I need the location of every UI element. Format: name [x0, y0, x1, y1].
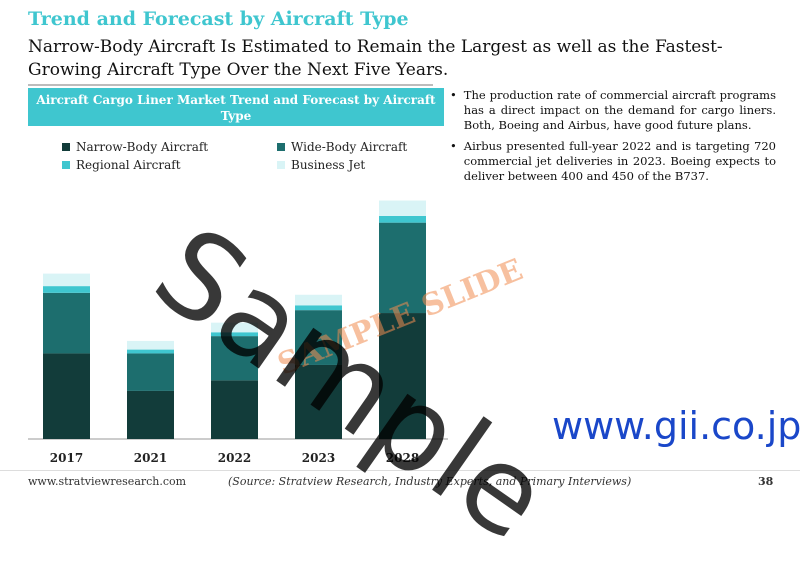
- x-tick-label-2017: 2017: [50, 451, 83, 465]
- slide-title: Trend and Forecast by Aircraft Type: [28, 8, 409, 30]
- bar-2023-wide-body-aircraft: [295, 310, 342, 365]
- insight-bullets: • The production rate of commercial airc…: [450, 88, 776, 190]
- legend-label-narrow: Narrow-Body Aircraft: [76, 140, 209, 154]
- bar-2021-regional-aircraft: [127, 349, 174, 354]
- bar-2017-regional-aircraft: [43, 286, 90, 293]
- bar-2017-narrow-body-aircraft: [43, 353, 90, 439]
- footer-source: (Source: Stratview Research, Industry Ex…: [228, 475, 632, 488]
- bar-2021-business-jet: [127, 340, 174, 350]
- chart-title-banner: Aircraft Cargo Liner Market Trend and Fo…: [28, 88, 444, 139]
- legend-label-wide: Wide-Body Aircraft: [291, 140, 408, 154]
- legend-item-narrow: Narrow-Body Aircraft: [62, 140, 208, 154]
- x-tick-label-2028: 2028: [386, 451, 419, 465]
- legend-label-business: Business Jet: [291, 158, 366, 172]
- legend-swatch-business: [277, 161, 285, 169]
- bar-2028-wide-body-aircraft: [379, 222, 426, 314]
- bar-2022-wide-body-aircraft: [211, 336, 258, 381]
- x-tick-label-2023: 2023: [302, 451, 335, 465]
- page-number: 38: [758, 475, 774, 488]
- legend-label-regional: Regional Aircraft: [76, 158, 181, 172]
- chart-unit: (US$ Million): [190, 125, 282, 139]
- chart-title: Aircraft Cargo Liner Market Trend and Fo…: [36, 93, 436, 123]
- bullet-icon: •: [450, 88, 457, 102]
- legend-swatch-wide: [277, 143, 285, 151]
- bullet-icon: •: [450, 139, 457, 153]
- x-tick-label-2022: 2022: [218, 451, 251, 465]
- bar-2028-business-jet: [379, 200, 426, 216]
- stacked-bar-chart: 2017 2021 2022 2023 2028: [28, 200, 448, 465]
- bar-2022-narrow-body-aircraft: [211, 380, 258, 439]
- footer-url[interactable]: www.stratviewresearch.com: [28, 475, 187, 488]
- gii-watermark: www.gii.co.jp: [552, 404, 800, 448]
- bar-2028-narrow-body-aircraft: [379, 313, 426, 439]
- bullet-text: Airbus presented full-year 2022 and is t…: [463, 139, 776, 183]
- legend-item-wide: Wide-Body Aircraft: [277, 140, 407, 154]
- legend-item-regional: Regional Aircraft: [62, 158, 181, 172]
- slide-subtitle: Narrow-Body Aircraft Is Estimated to Rem…: [28, 37, 723, 80]
- bar-2028-regional-aircraft: [379, 215, 426, 223]
- slide-footer: www.stratviewresearch.com (Source: Strat…: [0, 470, 800, 493]
- bar-2021-narrow-body-aircraft: [127, 390, 174, 439]
- bar-2022-regional-aircraft: [211, 332, 258, 337]
- bar-2017-business-jet: [43, 273, 90, 287]
- bullet-text: The production rate of commercial aircra…: [463, 88, 776, 132]
- legend-item-business: Business Jet: [277, 158, 365, 172]
- bar-2021-wide-body-aircraft: [127, 353, 174, 391]
- bullet-item: • The production rate of commercial airc…: [450, 88, 776, 133]
- bar-2023-business-jet: [295, 294, 342, 306]
- legend-swatch-narrow: [62, 143, 70, 151]
- bullet-item: • Airbus presented full-year 2022 and is…: [450, 139, 776, 184]
- legend-swatch-regional: [62, 161, 70, 169]
- bar-2023-narrow-body-aircraft: [295, 364, 342, 439]
- bar-2023-regional-aircraft: [295, 305, 342, 311]
- x-tick-label-2021: 2021: [134, 451, 167, 465]
- title-divider: [28, 84, 433, 86]
- bar-2017-wide-body-aircraft: [43, 292, 90, 354]
- bar-2022-business-jet: [211, 322, 258, 333]
